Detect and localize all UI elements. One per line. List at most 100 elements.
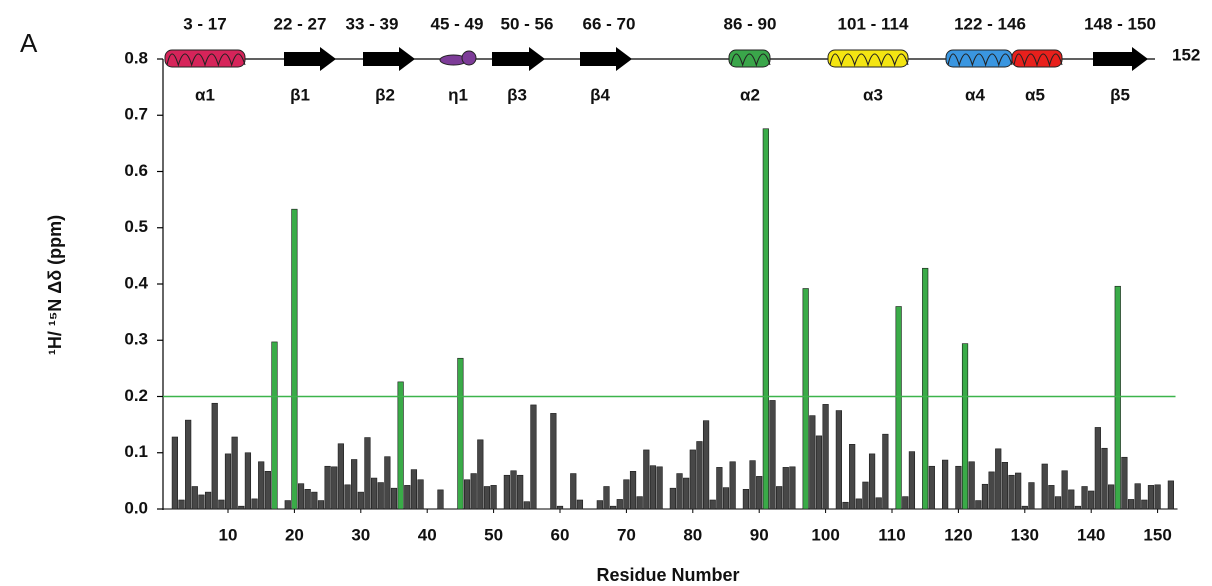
element-name: α2 [740,85,760,104]
bar [1074,505,1082,510]
bar [377,482,384,510]
bar [510,470,517,510]
bar [556,505,564,510]
x-tick-label: 140 [1077,525,1105,544]
x-tick-label: 120 [944,525,972,544]
bar [1001,462,1008,510]
range-label: 86 - 90 [724,14,777,33]
y-tick-label: 0.0 [124,498,148,517]
bar [995,448,1002,510]
bar [776,486,783,510]
bar [1068,489,1075,510]
helix-coil [730,53,771,67]
element-name: α1 [195,85,215,104]
bar [204,491,212,510]
bar [629,471,637,510]
bar [258,461,265,510]
bar [410,469,418,510]
bar [1121,456,1128,510]
bar [417,479,424,510]
bar [709,499,716,510]
bar [517,474,524,510]
bar [1134,483,1141,510]
bar [702,420,710,510]
bar [523,501,530,510]
bar [370,477,378,510]
bar [669,487,676,510]
bar [1061,470,1068,510]
bar [616,499,623,510]
bar [185,419,192,510]
beta-strand [580,47,632,71]
bar [1041,463,1048,510]
bar [769,400,776,510]
range-label: 33 - 39 [346,14,399,33]
bar [463,479,471,510]
bar [922,267,929,510]
bar [390,487,398,510]
bar [749,460,756,510]
bar [231,436,238,510]
bar [1127,499,1135,510]
x-tick-label: 80 [683,525,702,544]
bar [1081,486,1088,510]
bar [178,499,185,510]
bar [344,484,351,510]
element-name: β1 [290,85,310,104]
eta-helix-cap [461,50,477,66]
x-axis-label: Residue Number [596,565,739,585]
bar [1167,480,1174,510]
range-label: 50 - 56 [501,14,554,33]
bar [862,481,869,510]
bar [404,485,411,510]
bar [570,473,577,510]
beta-strand [492,47,545,71]
bar [809,415,816,510]
bar [437,489,444,510]
bar [623,479,630,510]
range-label: 3 - 17 [183,14,226,33]
bar [191,486,198,510]
bar [855,498,862,510]
helix-coil [166,53,246,67]
y-tick-label: 0.6 [124,161,148,180]
bar [975,500,982,510]
bar [802,288,809,510]
bar [842,501,849,510]
bar [981,483,989,510]
bar [477,439,484,510]
bar [882,433,889,510]
helix-coil [829,53,909,67]
bar [490,485,497,510]
y-tick-label: 0.1 [124,442,148,461]
range-label: 66 - 70 [583,14,636,33]
bar [304,489,311,510]
bar [483,486,491,510]
bar [470,473,477,510]
bar [729,461,736,510]
bar [1048,485,1055,510]
y-axis-label: ¹H/ ¹⁵N Δδ (ppm) [45,215,65,355]
bar [550,413,557,510]
bar [1141,499,1148,510]
y-tick-label: 0.4 [124,273,148,292]
range-label: 122 - 146 [954,14,1026,33]
bar [908,451,916,510]
bar [902,496,909,510]
y-tick-label: 0.7 [124,105,148,124]
bar [291,208,298,510]
bar [1114,285,1121,510]
bar [782,467,789,510]
bar [384,456,391,510]
y-tick-label: 0.5 [124,217,148,236]
x-tick-label: 150 [1143,525,1171,544]
x-tick-label: 40 [418,525,437,544]
bar [198,494,205,510]
bar [815,435,823,510]
bar [311,491,318,510]
bar [1094,427,1101,510]
bar [942,459,949,510]
bar [324,465,331,510]
bar [530,404,537,510]
